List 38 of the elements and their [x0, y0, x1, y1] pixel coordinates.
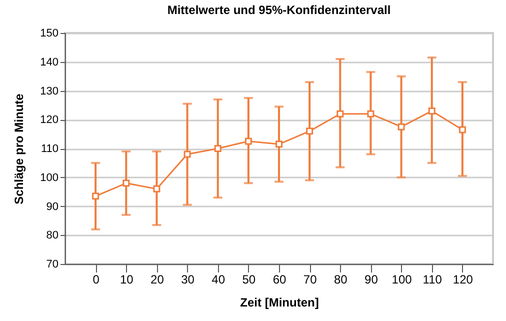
x-tick-label: 90 — [364, 272, 378, 286]
point — [153, 185, 160, 192]
y-tick-label: 70 — [46, 258, 58, 270]
x-tick-label: 40 — [212, 272, 226, 286]
point — [244, 138, 252, 145]
x-tick-label: 30 — [181, 272, 195, 286]
x-axis-title: Zeit [Minuten] — [240, 296, 319, 310]
point — [92, 192, 100, 200]
y-tick-label: 80 — [46, 230, 58, 242]
point — [122, 180, 130, 187]
point — [184, 150, 191, 158]
x-tick-label: 70 — [303, 272, 318, 286]
x-tick-label: 100 — [392, 272, 412, 286]
y-axis-title: Schläge pro Minute — [12, 93, 26, 204]
point — [214, 145, 222, 152]
y-tick-label: 120 — [40, 114, 58, 126]
y-tick-label: 110 — [40, 143, 58, 155]
x-tick-label: 10 — [120, 272, 134, 286]
x-tick-label: 50 — [242, 272, 256, 286]
y-tick-label: 150 — [40, 28, 58, 40]
point — [306, 128, 314, 135]
y-tick-label: 90 — [46, 200, 58, 213]
point — [458, 126, 466, 134]
y-tick-label: 140 — [40, 56, 58, 68]
x-tick-label: 20 — [150, 272, 164, 286]
y-tick-label: 100 — [40, 172, 58, 184]
point — [428, 107, 436, 114]
point — [336, 110, 344, 118]
chart-title: Mittelwerte und 95%-Konfidenzintervall — [167, 3, 391, 17]
point — [367, 110, 374, 118]
x-tick-label: 110 — [422, 272, 442, 286]
point — [276, 140, 282, 148]
x-tick-label: 80 — [334, 272, 348, 286]
x-tick-label: 120 — [452, 272, 474, 286]
x-tick-label: 60 — [272, 272, 286, 286]
y-tick-label: 130 — [40, 85, 58, 98]
x-tick-label: 0 — [92, 272, 100, 286]
point — [398, 123, 405, 130]
